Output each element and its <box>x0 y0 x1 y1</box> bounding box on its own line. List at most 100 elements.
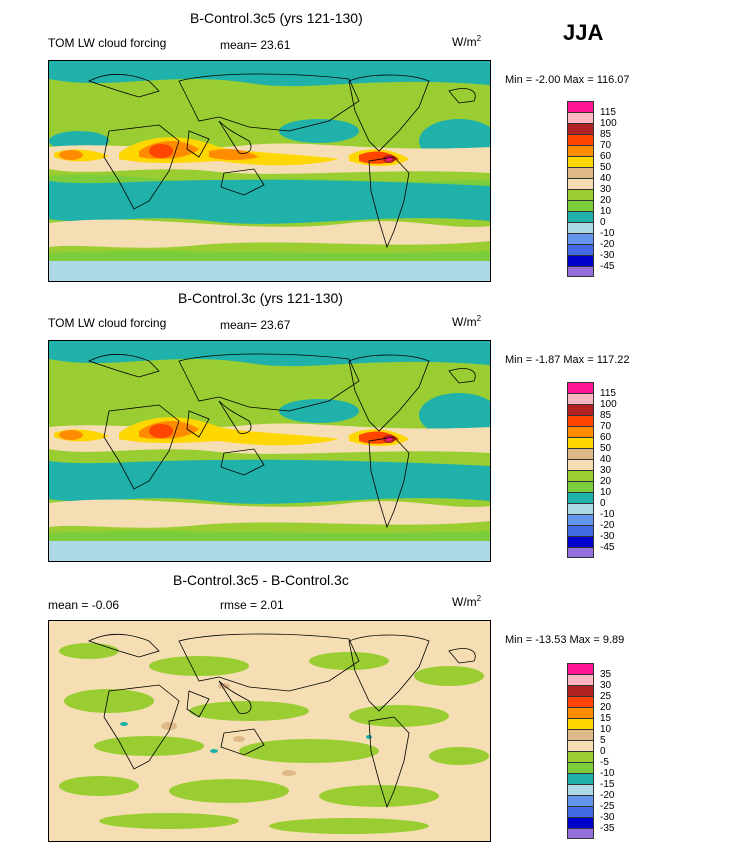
colorbar-label: 15 <box>600 713 612 724</box>
panel-1-mean: mean= 23.61 <box>220 38 291 52</box>
panel-3-colorbar-swatch <box>567 740 594 751</box>
colorbar-label: -10 <box>600 768 615 779</box>
panel-1-colorbar-swatch <box>567 134 594 145</box>
panel-3-minmax: Min = -13.53 Max = 9.89 <box>505 634 625 646</box>
colorbar-label: 0 <box>600 498 606 509</box>
colorbar-label: -30 <box>600 812 615 823</box>
colorbar-label: -10 <box>600 509 615 520</box>
panel-1-colorbar-swatch <box>567 255 594 266</box>
panel-1-colorbar-swatch <box>567 167 594 178</box>
panel-3-colorbar-swatch <box>567 762 594 773</box>
colorbar-label: 115 <box>600 107 616 118</box>
panel-1-minmax: Min = -2.00 Max = 116.07 <box>505 74 630 86</box>
panel-2-colorbar-swatch <box>567 470 594 481</box>
panel-2-colorbar-labels: 115 100 85 70 60 50 40 30 20 10 0 -10 -2… <box>600 388 617 553</box>
panel-3-title: B-Control.3c5 - B-Control.3c <box>173 572 349 588</box>
panel-3-colorbar-swatch <box>567 729 594 740</box>
panel-1-colorbar-swatch <box>567 222 594 233</box>
panel-3-rmse: rmse = 2.01 <box>220 598 284 612</box>
colorbar-label: 50 <box>600 443 612 454</box>
panel-2-colorbar-swatch <box>567 437 594 448</box>
panel-2-colorbar-swatch <box>567 448 594 459</box>
panel-3-colorbar-swatch <box>567 674 594 685</box>
colorbar-label: -25 <box>600 801 615 812</box>
panel-3-colorbar-swatch <box>567 718 594 729</box>
colorbar-label: -45 <box>600 261 615 272</box>
panel-1-colorbar-swatch <box>567 233 594 244</box>
panel-2-colorbar-swatch <box>567 404 594 415</box>
colorbar-label: 40 <box>600 454 612 465</box>
panel-2-colorbar-swatch <box>567 536 594 547</box>
colorbar-label: -10 <box>600 228 615 239</box>
colorbar-label: -20 <box>600 239 615 250</box>
panel-1-colorbar-labels: 115 100 85 70 60 50 40 30 20 10 0 -10 -2… <box>600 107 617 272</box>
panel-3-mean: mean = -0.06 <box>48 598 120 612</box>
panel-1-units: W/m2 <box>452 34 482 49</box>
colorbar-label: 10 <box>600 487 612 498</box>
panel-3-colorbar-swatch <box>567 707 594 718</box>
colorbar-label: 10 <box>600 206 612 217</box>
panel-1-map <box>48 60 491 282</box>
panel-2-colorbar-swatch <box>567 415 594 426</box>
colorbar-label: 20 <box>600 476 612 487</box>
panel-3-units: W/m2 <box>452 594 482 609</box>
colorbar-label: 85 <box>600 129 612 140</box>
panel-1-colorbar-swatch <box>567 189 594 200</box>
panel-1-colorbar-swatch <box>567 101 594 112</box>
colorbar-label: -30 <box>600 250 615 261</box>
colorbar-label: 35 <box>600 669 612 680</box>
colorbar-label: 0 <box>600 217 606 228</box>
colorbar-label: 60 <box>600 432 612 443</box>
panel-2-units: W/m2 <box>452 314 482 329</box>
panel-1-colorbar <box>567 101 594 277</box>
panel-1-colorbar-swatch <box>567 123 594 134</box>
panel-2-colorbar-swatch <box>567 459 594 470</box>
panel-2-colorbar-swatch <box>567 382 594 393</box>
panel-2-title: B-Control.3c (yrs 121-130) <box>178 290 343 306</box>
colorbar-label: -5 <box>600 757 609 768</box>
season-label: JJA <box>563 20 604 45</box>
colorbar-label: 20 <box>600 702 612 713</box>
panel-2-mean: mean= 23.67 <box>220 318 291 332</box>
panel-1-colorbar-swatch <box>567 244 594 255</box>
panel-3-colorbar-swatch <box>567 773 594 784</box>
colorbar-label: 70 <box>600 421 612 432</box>
panel-2-colorbar-swatch <box>567 492 594 503</box>
panel-2-colorbar-swatch <box>567 393 594 404</box>
colorbar-label: 0 <box>600 746 606 757</box>
panel-3-colorbar <box>567 663 594 839</box>
colorbar-label: -45 <box>600 542 615 553</box>
panel-3-colorbar-swatch <box>567 751 594 762</box>
colorbar-label: 30 <box>600 184 612 195</box>
colorbar-label: 60 <box>600 151 612 162</box>
panel-2-colorbar-swatch <box>567 514 594 525</box>
colorbar-label: 30 <box>600 465 612 476</box>
colorbar-label: 40 <box>600 173 612 184</box>
panel-1-colorbar-swatch <box>567 200 594 211</box>
colorbar-label: 20 <box>600 195 612 206</box>
panel-3-map <box>48 620 491 842</box>
panel-1-colorbar-swatch <box>567 112 594 123</box>
panel-2-left-label: TOM LW cloud forcing <box>48 316 167 330</box>
panel-1-left-label: TOM LW cloud forcing <box>48 36 167 50</box>
panel-1-colorbar-swatch <box>567 178 594 189</box>
colorbar-label: 50 <box>600 162 612 173</box>
panel-3-colorbar-swatch <box>567 828 594 839</box>
colorbar-label: 5 <box>600 735 606 746</box>
panel-3-colorbar-swatch <box>567 696 594 707</box>
panel-3-colorbar-swatch <box>567 817 594 828</box>
colorbar-label: 100 <box>600 118 617 129</box>
colorbar-label: 30 <box>600 680 612 691</box>
panel-2-colorbar <box>567 382 594 558</box>
panel-2-minmax: Min = -1.87 Max = 117.22 <box>505 354 630 366</box>
panel-3-colorbar-swatch <box>567 784 594 795</box>
colorbar-label: 100 <box>600 399 617 410</box>
panel-3-colorbar-labels: 35 30 25 20 15 10 5 0 -5 -10 -15 -20 -25… <box>600 669 614 834</box>
colorbar-label: 25 <box>600 691 612 702</box>
panel-3-colorbar-swatch <box>567 795 594 806</box>
colorbar-label: -35 <box>600 823 615 834</box>
colorbar-label: -30 <box>600 531 615 542</box>
colorbar-label: -15 <box>600 779 615 790</box>
colorbar-label: -20 <box>600 790 615 801</box>
panel-1-colorbar-swatch <box>567 266 594 277</box>
